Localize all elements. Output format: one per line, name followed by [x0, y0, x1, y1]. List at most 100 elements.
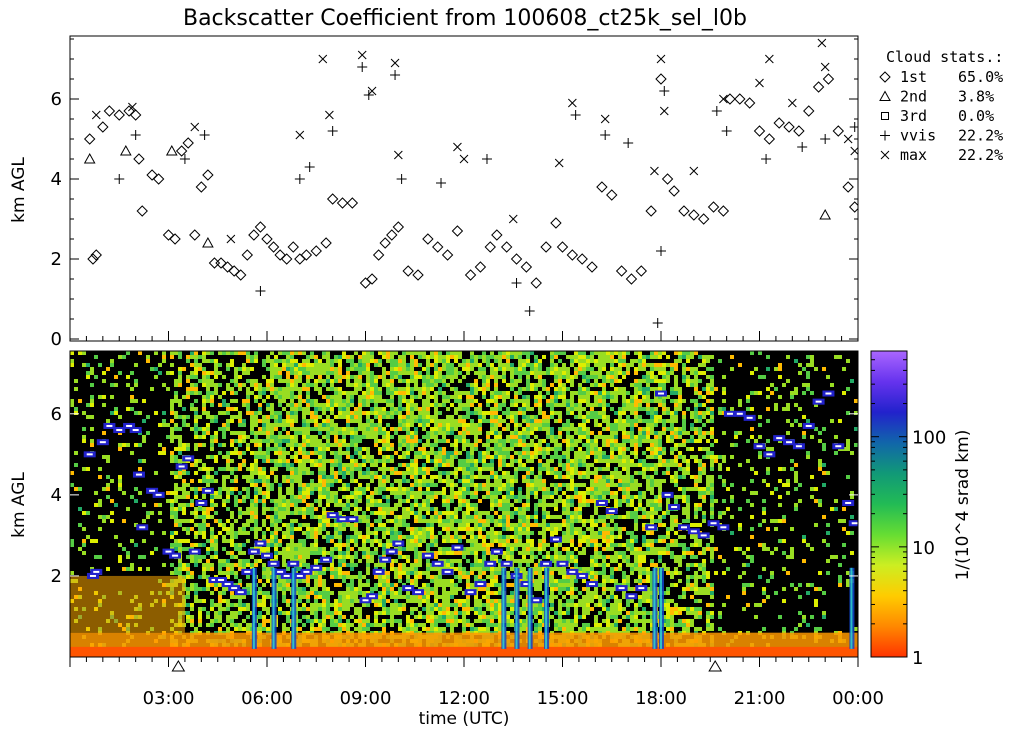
heatmap-cell — [262, 535, 266, 539]
heatmap-cell — [506, 471, 510, 475]
heatmap-cell — [282, 551, 286, 555]
heatmap-cell — [222, 423, 226, 427]
heatmap-cell — [346, 399, 350, 403]
heatmap-cell — [390, 395, 394, 399]
heatmap-cell — [374, 435, 378, 439]
heatmap-cell — [438, 463, 442, 467]
heatmap-cell — [458, 503, 462, 507]
heatmap-cell — [442, 463, 446, 467]
heatmap-cell — [438, 419, 442, 423]
heatmap-cell — [454, 535, 458, 539]
heatmap-cell — [354, 439, 358, 443]
heatmap-cell — [278, 375, 282, 379]
heatmap-cell — [154, 351, 158, 355]
heatmap-cell — [102, 515, 106, 519]
heatmap-cell — [246, 563, 250, 567]
heatmap-cell — [294, 455, 298, 459]
heatmap-cell — [178, 399, 182, 403]
heatmap-cell — [354, 451, 358, 455]
heatmap-cell — [282, 351, 286, 355]
heatmap-cell — [334, 495, 338, 499]
heatmap-cell — [422, 411, 426, 415]
heatmap-cell — [430, 431, 434, 435]
heatmap-cell — [230, 595, 234, 599]
heatmap-cell — [174, 511, 178, 515]
heatmap-cell — [230, 611, 234, 615]
heatmap-cell — [354, 411, 358, 415]
heatmap-cell — [286, 463, 290, 467]
heatmap-cell — [478, 575, 482, 579]
heatmap-cell — [306, 563, 310, 567]
heatmap-cell — [182, 567, 186, 571]
heatmap-cell — [274, 355, 278, 359]
heatmap-cell — [326, 499, 330, 503]
heatmap-cell — [334, 471, 338, 475]
heatmap-cell — [450, 519, 454, 523]
heatmap-cell — [358, 399, 362, 403]
heatmap-cell — [338, 451, 342, 455]
heatmap-cell — [506, 439, 510, 443]
heatmap-cell — [154, 547, 158, 551]
heatmap-cell — [242, 627, 246, 631]
heatmap-cell — [242, 423, 246, 427]
heatmap-cell — [502, 503, 506, 507]
heatmap-cell — [334, 403, 338, 407]
heatmap-cell — [318, 595, 322, 599]
heatmap-cell — [422, 451, 426, 455]
heatmap-cell — [382, 379, 386, 383]
heatmap-cell — [202, 515, 206, 519]
heatmap-cell — [334, 583, 338, 587]
heatmap-cell — [462, 363, 466, 367]
heatmap-cell — [98, 467, 102, 471]
heatmap-cell — [394, 367, 398, 371]
heatmap-cell — [346, 371, 350, 375]
heatmap-cell — [442, 539, 446, 543]
heatmap-cell — [398, 487, 402, 491]
heatmap-cell — [278, 463, 282, 467]
heatmap-cell — [350, 459, 354, 463]
heatmap-cell — [362, 447, 366, 451]
heatmap-cell — [398, 531, 402, 535]
heatmap-cell — [422, 375, 426, 379]
heatmap-cell — [334, 555, 338, 559]
heatmap-cell — [358, 547, 362, 551]
heatmap-cell — [390, 411, 394, 415]
heatmap-cell — [266, 443, 270, 447]
heatmap-cell — [334, 415, 338, 419]
heatmap-cell — [390, 391, 394, 395]
heatmap-cell — [418, 455, 422, 459]
heatmap-cell — [194, 367, 198, 371]
heatmap-cell — [498, 475, 502, 479]
heatmap-cell — [398, 603, 402, 607]
heatmap-cell — [438, 459, 442, 463]
heatmap-cell — [338, 535, 342, 539]
heatmap-cell — [362, 543, 366, 547]
heatmap-cell — [326, 431, 330, 435]
heatmap-cell — [430, 535, 434, 539]
heatmap-cell — [350, 383, 354, 387]
heatmap-cell — [350, 567, 354, 571]
heatmap-cell — [442, 595, 446, 599]
heatmap-cell — [170, 515, 174, 519]
heatmap-cell — [210, 435, 214, 439]
heatmap-cell — [374, 611, 378, 615]
heatmap-cell — [378, 507, 382, 511]
heatmap-cell — [314, 407, 318, 411]
heatmap-cell — [462, 603, 466, 607]
heatmap-cell — [198, 575, 202, 579]
heatmap-cell — [218, 451, 222, 455]
heatmap-cell — [346, 547, 350, 551]
heatmap-cell — [406, 543, 410, 547]
heatmap-cell — [254, 527, 258, 531]
heatmap-cell — [330, 471, 334, 475]
heatmap-cell — [314, 547, 318, 551]
heatmap-cell — [462, 423, 466, 427]
heatmap-cell — [270, 407, 274, 411]
heatmap-cell — [206, 375, 210, 379]
heatmap-cell — [402, 387, 406, 391]
heatmap-cell — [274, 507, 278, 511]
heatmap-cell — [174, 423, 178, 427]
heatmap-cell — [322, 595, 326, 599]
heatmap-cell — [382, 351, 386, 355]
heatmap-cell — [274, 535, 278, 539]
